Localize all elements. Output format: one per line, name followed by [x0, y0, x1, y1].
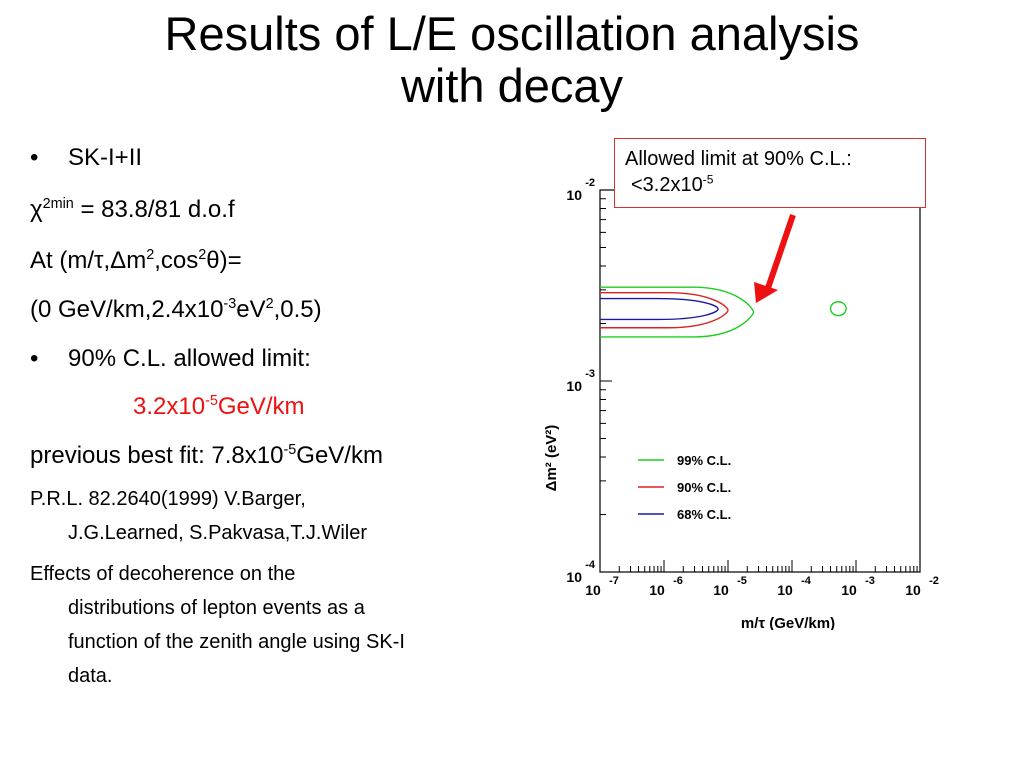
title-line-1: Results of L/E oscillation analysis [164, 7, 860, 60]
comma-delta: ,Δ [103, 247, 127, 274]
plot-frame [599, 189, 921, 573]
x-tick-label: 10 [649, 582, 665, 598]
legend-label: 68% C.L. [677, 507, 731, 522]
y-tick-exponent: -4 [585, 559, 596, 571]
y-tick-exponent: -2 [585, 177, 595, 189]
arrow-shaft [765, 214, 796, 289]
callout-base: <3.2x10 [631, 174, 703, 196]
x-tick-exponent: -6 [673, 575, 683, 587]
annotation-arrow [754, 214, 796, 303]
limit-value: 3.2x10-5GeV/km [133, 393, 305, 420]
prev-part2: GeV/km [296, 442, 383, 469]
allowed-limit-callout: Allowed limit at 90% C.L.: <3.2x10-5 [614, 138, 926, 208]
cos-text: ,cos [154, 247, 199, 274]
bullet-sk-text: SK-I+II [68, 144, 143, 171]
legend-label: 90% C.L. [677, 480, 731, 495]
chi-symbol: χ [30, 196, 43, 223]
note-line-1: Effects of decoherence on the [30, 563, 296, 585]
bf-sup2: 2 [265, 296, 274, 312]
limit-unit: GeV/km [217, 393, 305, 420]
y-axis-label: Δm² (eV²) [543, 425, 560, 492]
x-axis-label: m/τ (GeV/km) [741, 615, 835, 630]
y-tick-label: 10 [566, 187, 582, 203]
sup-2b: 2 [198, 247, 207, 263]
x-tick-label: 10 [841, 582, 857, 598]
callout-line-2: <3.2x10-5 [625, 172, 925, 198]
reference-line-2: J.G.Learned, S.Pakvasa,T.J.Wiler [68, 522, 368, 544]
bullet-sk: SK-I+II [30, 144, 143, 171]
contour-lines [600, 286, 847, 338]
chi-sup: 2min [42, 196, 74, 212]
at-params-line: At (m/τ,Δm2,cos2θ)= [30, 247, 242, 274]
previous-best-fit: previous best fit: 7.8x10-5GeV/km [30, 442, 383, 469]
callout-sup: -5 [702, 172, 714, 187]
contour-line [600, 297, 719, 321]
at-prefix: At (m/ [30, 247, 94, 274]
contour-line [600, 291, 729, 329]
note-line-4: data. [68, 665, 113, 687]
x-tick-exponent: -5 [737, 575, 747, 587]
x-tick-exponent: -2 [929, 575, 939, 587]
theta-symbol: θ [206, 247, 220, 274]
bullet-allowed-limit: 90% C.L. allowed limit: [30, 345, 311, 372]
tau-symbol: τ [94, 247, 104, 274]
reference-line-1: P.R.L. 82.2640(1999) V.Barger, [30, 488, 306, 510]
bf-part1: (0 GeV/km,2.4x10 [30, 296, 224, 323]
title-line-2: with decay [400, 59, 624, 112]
bf-part3: ,0.5) [273, 296, 322, 323]
note-line-2: distributions of lepton events as a [68, 597, 365, 619]
chi-square-line: χ2min = 83.8/81 d.o.f [30, 196, 235, 223]
arrow-head [754, 282, 778, 303]
contour-line [600, 286, 755, 338]
sup-2a: 2 [146, 247, 155, 263]
x-tick-exponent: -4 [801, 575, 812, 587]
axis-ticks [599, 189, 921, 573]
prev-part1: previous best fit: 7.8x10 [30, 442, 284, 469]
y-tick-label: 10 [566, 378, 582, 394]
y-tick-label: 10 [566, 569, 582, 585]
contour-chart: 10-710-610-510-410-310-210-210-310-4 99%… [543, 177, 939, 630]
axis-tick-labels: 10-710-610-510-410-310-210-210-310-4 [566, 177, 938, 598]
y-tick-exponent: -3 [585, 368, 595, 380]
at-suffix: )= [219, 247, 242, 274]
bf-part2: eV [236, 296, 266, 323]
x-tick-label: 10 [905, 582, 921, 598]
limit-sup: -5 [205, 393, 218, 409]
callout-line-1: Allowed limit at 90% C.L.: [625, 148, 852, 170]
m-text: m [126, 247, 147, 274]
limit-base: 3.2x10 [133, 393, 206, 420]
chi-value: = 83.8/81 d.o.f [73, 196, 235, 223]
x-tick-label: 10 [713, 582, 729, 598]
x-tick-exponent: -3 [865, 575, 875, 587]
bf-sup1: -3 [223, 296, 237, 312]
best-fit-line: (0 GeV/km,2.4x10-3eV2,0.5) [30, 296, 322, 323]
legend: 99% C.L. 90% C.L. 68% C.L. [638, 453, 731, 522]
note-line-3: function of the zenith angle using SK-I [68, 631, 405, 653]
prev-sup: -5 [283, 442, 297, 458]
legend-label: 99% C.L. [677, 453, 731, 468]
bullet-allowed-text: 90% C.L. allowed limit: [68, 345, 311, 372]
x-tick-exponent: -7 [609, 575, 619, 587]
x-tick-label: 10 [777, 582, 793, 598]
slide-title: Results of L/E oscillation analysis with… [0, 8, 1024, 112]
contour-island [829, 301, 847, 317]
x-tick-label: 10 [585, 582, 601, 598]
